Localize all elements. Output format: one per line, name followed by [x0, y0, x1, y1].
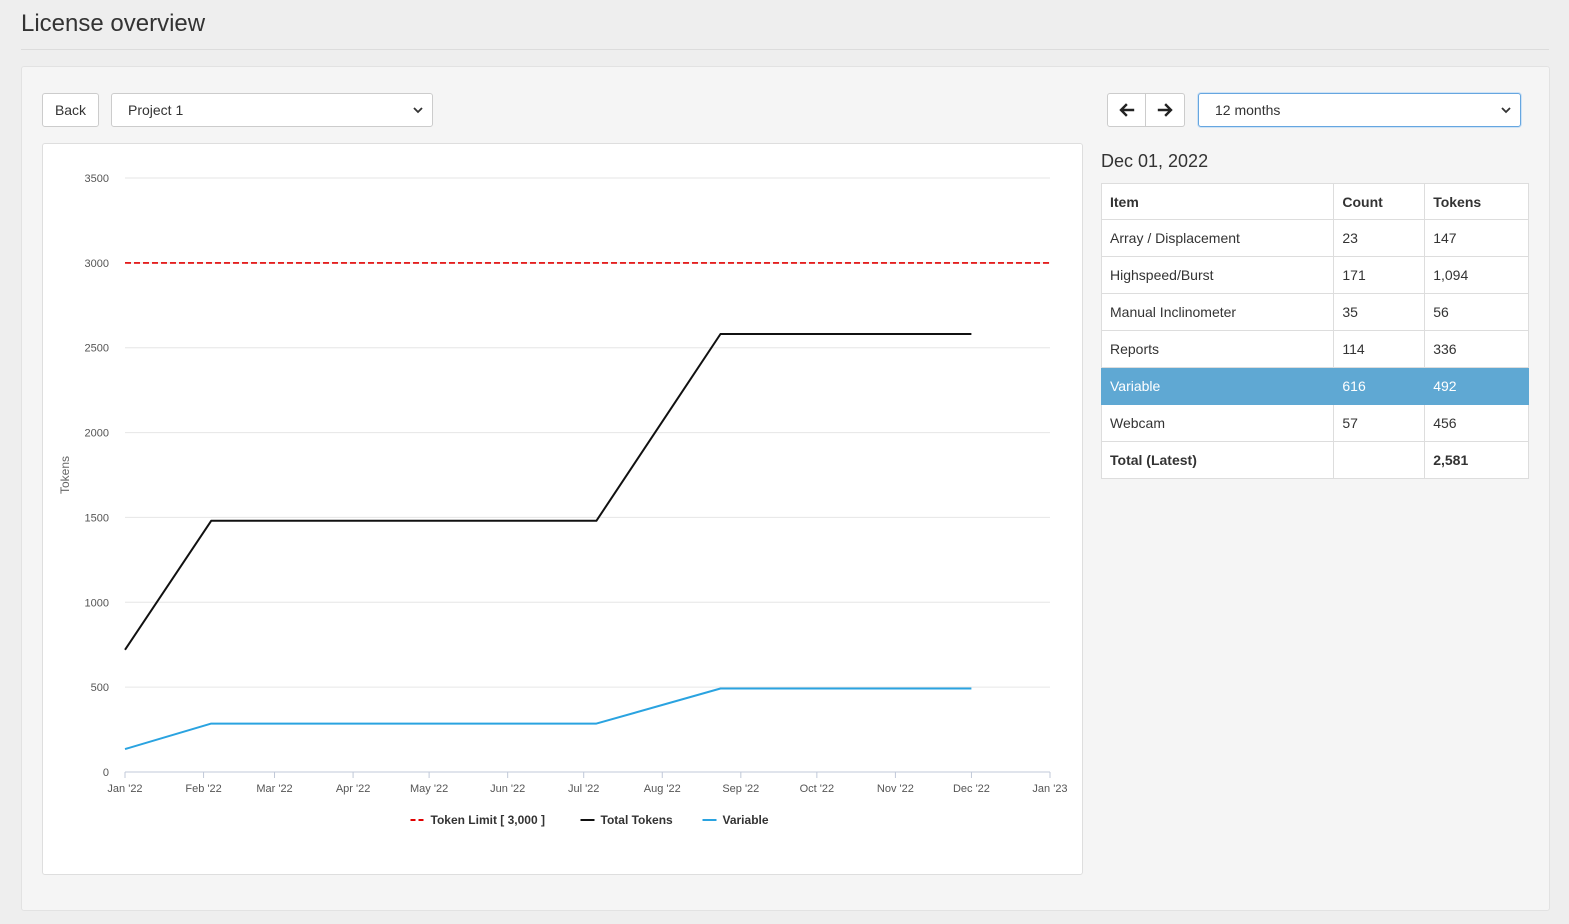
- x-tick-label: Feb '22: [185, 783, 221, 795]
- table-total-row: Total (Latest) 2,581: [1100, 441, 1529, 479]
- count-cell: 35: [1333, 293, 1426, 331]
- y-tick-label: 2000: [85, 428, 109, 440]
- back-button[interactable]: Back: [42, 93, 99, 127]
- table-row[interactable]: Highspeed/Burst 171 1,094: [1100, 256, 1529, 294]
- x-tick-label: Jan '22: [107, 783, 142, 795]
- period-nav: [1107, 93, 1185, 127]
- legend-label: Token Limit [ 3,000 ]: [431, 813, 545, 827]
- series-line-total-tokens: [124, 333, 972, 651]
- item-cell: Array / Displacement: [1100, 219, 1335, 257]
- token-breakdown-table: Item Count Tokens Array / Displacement 2…: [1100, 183, 1529, 479]
- y-tick-label: 3000: [85, 258, 109, 270]
- token-chart: 0 500 1000 1500 2000 2500 3000 3500 Jan '22 Feb '…: [42, 143, 1083, 875]
- table-row[interactable]: Manual Inclinometer 35 56: [1100, 293, 1529, 331]
- table-row-selected[interactable]: Variable 616 492: [1100, 367, 1529, 405]
- column-header-tokens: Tokens: [1424, 183, 1529, 220]
- chevron-down-icon: [413, 107, 423, 114]
- count-cell: 171: [1333, 256, 1426, 294]
- table-row[interactable]: Reports 114 336: [1100, 330, 1529, 368]
- y-tick-label: 500: [91, 682, 109, 694]
- tokens-cell: 56: [1424, 293, 1529, 331]
- x-tick-label: Mar '22: [256, 783, 292, 795]
- range-select-value: 12 months: [1215, 102, 1281, 118]
- chevron-down-icon: [1501, 107, 1511, 114]
- title-divider: [21, 49, 1549, 50]
- table-row[interactable]: Array / Displacement 23 147: [1100, 219, 1529, 257]
- x-tick-label: Dec '22: [953, 783, 990, 795]
- page-title: License overview: [21, 10, 206, 37]
- tokens-cell: 336: [1424, 330, 1529, 368]
- count-cell: 114: [1333, 330, 1426, 368]
- y-tick-label: 3500: [85, 173, 109, 185]
- detail-date: Dec 01, 2022: [1101, 151, 1209, 171]
- table-row[interactable]: Webcam 57 456: [1100, 404, 1529, 442]
- total-count-cell: [1333, 441, 1426, 479]
- count-cell: 616: [1333, 367, 1426, 405]
- count-cell: 57: [1333, 404, 1426, 442]
- x-tick-label: Nov '22: [877, 783, 914, 795]
- x-tick-label: Sep '22: [722, 783, 759, 795]
- previous-period-button[interactable]: [1107, 93, 1146, 127]
- next-period-button[interactable]: [1146, 93, 1185, 127]
- x-tick-label: Jul '22: [568, 783, 599, 795]
- tokens-cell: 147: [1424, 219, 1529, 257]
- x-tick-label: Jan '23: [1032, 783, 1067, 795]
- table-header-row: Item Count Tokens: [1100, 183, 1529, 220]
- x-tick-label: Apr '22: [336, 783, 371, 795]
- y-tick-label: 2500: [85, 343, 109, 355]
- tokens-cell: 456: [1424, 404, 1529, 442]
- project-select-value: Project 1: [128, 102, 184, 118]
- tokens-cell: 1,094: [1424, 256, 1529, 294]
- item-cell: Reports: [1100, 330, 1335, 368]
- legend-label: Variable: [723, 813, 769, 827]
- arrow-right-icon: [1157, 103, 1173, 117]
- total-label-cell: Total (Latest): [1100, 441, 1335, 479]
- x-tick-label: Oct '22: [800, 783, 835, 795]
- arrow-left-icon: [1118, 103, 1134, 117]
- range-select[interactable]: 12 months: [1198, 93, 1521, 127]
- column-header-item: Item: [1100, 183, 1335, 220]
- y-tick-label: 1500: [85, 512, 109, 524]
- token-chart-svg: 0 500 1000 1500 2000 2500 3000 3500 Jan '22 Feb '…: [58, 173, 1068, 827]
- tokens-cell: 492: [1424, 367, 1529, 405]
- column-header-count: Count: [1333, 183, 1426, 220]
- item-cell: Webcam: [1100, 404, 1335, 442]
- count-cell: 23: [1333, 219, 1426, 257]
- x-tick-label: May '22: [410, 783, 448, 795]
- y-axis-label: Tokens: [58, 456, 72, 494]
- total-tokens-cell: 2,581: [1424, 441, 1529, 479]
- item-cell: Variable: [1100, 367, 1335, 405]
- y-tick-label: 1000: [85, 597, 109, 609]
- item-cell: Manual Inclinometer: [1100, 293, 1335, 331]
- x-tick-label: Aug '22: [644, 783, 681, 795]
- x-tick-label: Jun '22: [490, 783, 525, 795]
- y-tick-label: 0: [103, 767, 109, 779]
- item-cell: Highspeed/Burst: [1100, 256, 1335, 294]
- project-select[interactable]: Project 1: [111, 93, 433, 127]
- legend-label: Total Tokens: [601, 813, 674, 827]
- series-line-variable: [124, 687, 972, 751]
